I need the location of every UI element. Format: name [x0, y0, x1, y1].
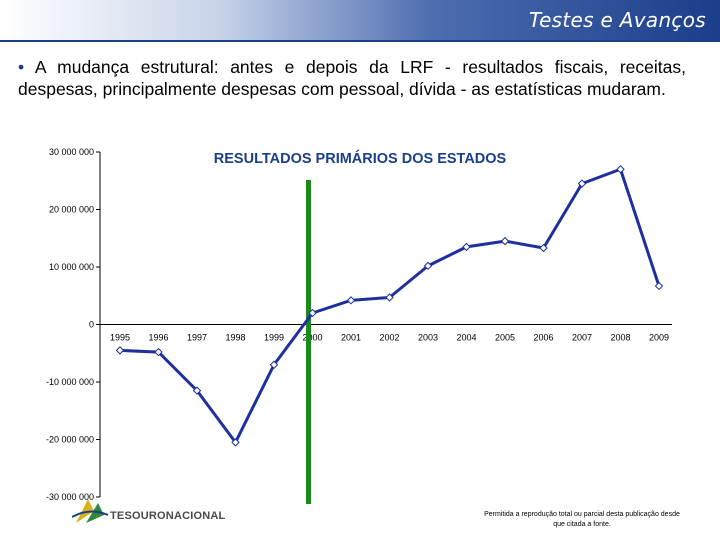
data-point: [115, 346, 125, 355]
data-point: [308, 308, 317, 318]
x-tick-label: 2008: [610, 333, 630, 343]
header-bar: Testes e Avanços: [0, 0, 720, 40]
bullet-text: A mudança estrutural: antes e depois da …: [18, 57, 686, 99]
bullet-paragraph: • A mudança estrutural: antes e depois d…: [18, 56, 686, 100]
y-tick-label: -10 000 000: [46, 377, 94, 387]
header-title: Testes e Avanços: [529, 8, 706, 32]
data-point: [500, 236, 510, 246]
y-tick-label: 30 000 000: [49, 147, 94, 157]
series-line: [119, 167, 661, 444]
x-tick-label: 1995: [110, 333, 130, 343]
primary-results-chart: -30 000 000 -20 000 000 -10 000 000 0 10 000…: [46, 147, 672, 504]
logo-emblem-icon: [71, 499, 109, 523]
data-point: [346, 296, 356, 305]
header-rule: [0, 40, 720, 42]
data-point: [423, 261, 433, 271]
y-tick-label: -20 000 000: [46, 435, 94, 445]
x-tick-label: 2003: [418, 333, 438, 343]
data-point: [385, 293, 394, 302]
y-tick-label: 10 000 000: [49, 262, 94, 272]
x-tick-label: 2001: [341, 333, 361, 343]
data-point: [462, 242, 471, 252]
x-tick-label: 2007: [572, 333, 592, 343]
x-tick-label: 2002: [379, 333, 399, 343]
x-tick-label: 2009: [649, 333, 669, 343]
data-point: [577, 179, 587, 188]
chart-title: RESULTADOS PRIMÁRIOS DOS ESTADOS: [214, 150, 507, 167]
data-point: [616, 165, 625, 174]
data-point: [192, 386, 202, 395]
data-point: [269, 360, 279, 369]
logo-text: TESOURONACIONAL: [110, 510, 225, 522]
tesouro-nacional-logo: TESOURONACIONAL: [71, 497, 232, 527]
x-tick-label: 2000: [302, 333, 322, 343]
logo-word-2: NACIONAL: [165, 510, 226, 522]
x-tick-label: 1996: [148, 333, 168, 343]
data-point: [154, 347, 163, 357]
data-point: [539, 243, 548, 253]
bullet-symbol: •: [18, 57, 25, 77]
x-tick-label: 2005: [495, 333, 515, 343]
x-tick-label: 1998: [225, 333, 245, 343]
y-tick-label: 20 000 000: [49, 205, 94, 215]
y-tick-label: 0: [89, 320, 94, 330]
y-tick-label: -30 000 000: [46, 492, 94, 502]
x-tick-label: 1999: [264, 333, 284, 343]
x-tick-label: 2004: [456, 333, 476, 343]
x-tick-label: 2006: [533, 333, 553, 343]
logo-word-1: TESOURO: [110, 510, 166, 522]
data-point: [654, 281, 664, 291]
copyright-note: Permitida a reprodução total ou parcial …: [484, 511, 680, 528]
x-tick-label: 1997: [187, 333, 207, 343]
data-point: [231, 438, 240, 447]
